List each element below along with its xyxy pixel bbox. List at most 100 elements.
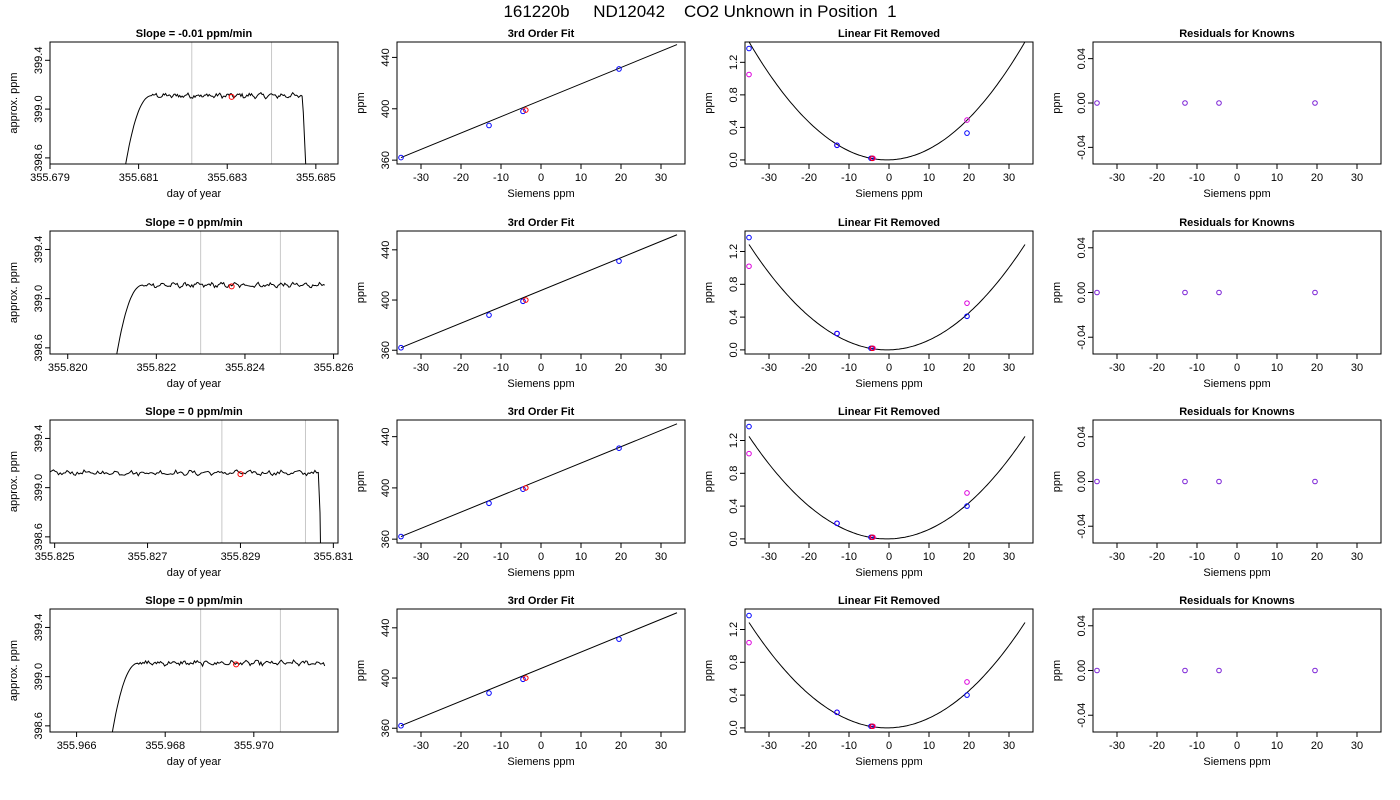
plot-area (125, 42, 307, 164)
x-tick-label: 30 (655, 551, 667, 563)
x-tick-label: 0 (886, 362, 892, 374)
x-tick-label: 0 (1234, 740, 1240, 752)
x-tick-label: -10 (1189, 740, 1205, 752)
x-axis-label: Siemens ppm (1203, 567, 1270, 579)
plot-area (746, 612, 1026, 730)
sample-point (228, 283, 235, 290)
x-tick-label: -10 (1189, 172, 1205, 184)
y-tick-label: 0.8 (728, 466, 740, 481)
plot-area (111, 609, 326, 732)
residual-point (1312, 289, 1318, 296)
y-axis-label: approx. ppm (8, 640, 20, 701)
y-tick-label: 1.2 (728, 622, 740, 637)
blue-point (834, 142, 840, 149)
blue-point (746, 45, 752, 52)
x-tick-label: 10 (1271, 551, 1283, 563)
x-tick-label: 30 (655, 740, 667, 752)
x-tick-label: -30 (1109, 362, 1125, 374)
x-tick-label: -20 (453, 172, 469, 184)
residual-point (1216, 100, 1222, 106)
x-axis-label: day of year (167, 756, 222, 768)
blue-point (746, 423, 752, 430)
x-tick-label: -20 (801, 172, 817, 184)
trace-line (50, 469, 321, 543)
plot-frame (744, 41, 1034, 165)
panel-title: Linear Fit Removed (838, 217, 940, 229)
y-tick-label: 399.4 (33, 236, 45, 264)
panel-title: Linear Fit Removed (838, 28, 940, 40)
x-tick-label: 20 (615, 551, 627, 563)
fit-line (400, 612, 678, 727)
x-tick-label: 355.681 (119, 172, 159, 184)
x-tick-label: -10 (841, 551, 857, 563)
y-tick-label: 399.0 (33, 285, 45, 313)
plot-area (1094, 289, 1318, 296)
x-tick-label: 10 (923, 172, 935, 184)
plot-frame (49, 419, 339, 544)
x-tick-label: 355.827 (128, 551, 168, 563)
residual-point (1182, 100, 1188, 106)
x-tick-label: -10 (841, 362, 857, 374)
blue-point (746, 612, 752, 619)
plot-frame (1092, 419, 1382, 544)
x-tick-label: 20 (963, 362, 975, 374)
y-axis-label: approx. ppm (8, 451, 20, 512)
x-tick-label: 0 (886, 551, 892, 563)
magenta-point (746, 71, 752, 78)
fit-line (400, 44, 678, 159)
x-tick-label: 30 (1003, 362, 1015, 374)
y-tick-label: 398.6 (33, 144, 45, 172)
data-point (616, 445, 622, 451)
x-tick-label: 355.824 (225, 362, 265, 374)
x-axis-label: Siemens ppm (855, 188, 922, 200)
x-tick-label: -10 (1189, 551, 1205, 563)
x-tick-label: -30 (1109, 740, 1125, 752)
x-axis-label: Siemens ppm (507, 567, 574, 579)
y-axis-label: approx. ppm (8, 262, 20, 323)
plot-area (1094, 667, 1318, 674)
plot-area (746, 42, 1026, 162)
y-tick-label: 400 (380, 291, 392, 309)
y-tick-label: 440 (380, 619, 392, 637)
x-tick-label: 355.829 (221, 551, 261, 563)
x-tick-label: -30 (413, 362, 429, 374)
plot-frame (1092, 41, 1382, 165)
x-tick-label: -30 (1109, 551, 1125, 563)
panel-1-residuals: Residuals for Knowns -30 -20 -10 0 10 20 30 -0.0… (1051, 28, 1382, 200)
x-tick-label: -10 (493, 551, 509, 563)
x-tick-label: 20 (615, 172, 627, 184)
blue-point (746, 234, 752, 241)
x-tick-label: -20 (453, 740, 469, 752)
x-tick-label: -20 (453, 362, 469, 374)
x-tick-label: -30 (761, 172, 777, 184)
plot-frame (744, 230, 1034, 355)
plot-frame (396, 419, 686, 544)
panel-2-trace: Slope = 0 ppm/min 355.820 355.822 355.824 35… (8, 217, 353, 390)
x-tick-label: 20 (615, 362, 627, 374)
quadratic-curve (748, 42, 1026, 161)
y-tick-label: 398.6 (33, 334, 45, 362)
x-tick-label: 0 (1234, 362, 1240, 374)
x-axis-label: Siemens ppm (507, 756, 574, 768)
panel-1-linear_removed: Linear Fit Removed -30 -20 -10 0 10 20 30 0.0 0.4… (703, 28, 1034, 200)
panel-1-fit: 3rd Order Fit -30 -20 -10 0 10 20 30 360 400 440 Si… (355, 28, 686, 200)
x-tick-label: 355.822 (136, 362, 176, 374)
plot-area (746, 234, 1026, 352)
blue-point (964, 503, 970, 509)
y-tick-label: -0.04 (1076, 514, 1088, 539)
x-tick-label: 30 (1351, 740, 1363, 752)
x-tick-label: -30 (761, 362, 777, 374)
x-tick-label: -30 (1109, 172, 1125, 184)
x-tick-label: 10 (575, 172, 587, 184)
x-tick-label: 10 (575, 362, 587, 374)
y-axis-label: approx. ppm (8, 72, 20, 133)
x-tick-label: -30 (761, 551, 777, 563)
x-tick-label: 0 (1234, 551, 1240, 563)
blue-point (964, 692, 970, 698)
data-point (616, 66, 622, 72)
panel-title: Linear Fit Removed (838, 595, 940, 607)
plot-frame (396, 230, 686, 355)
y-tick-label: 440 (380, 427, 392, 445)
panel-title: 3rd Order Fit (508, 406, 575, 418)
x-tick-label: 355.685 (296, 172, 336, 184)
